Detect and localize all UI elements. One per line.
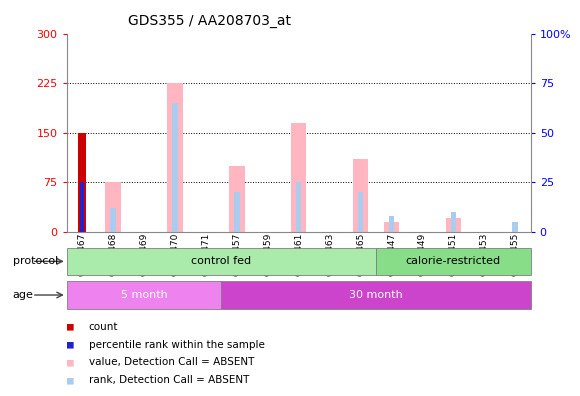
Text: ■: ■ <box>67 339 74 350</box>
Text: protocol: protocol <box>13 256 58 267</box>
Bar <box>291 123 306 232</box>
Bar <box>445 219 461 232</box>
Text: 5 month: 5 month <box>121 290 168 300</box>
Bar <box>389 216 394 232</box>
Text: calorie-restricted: calorie-restricted <box>406 256 501 267</box>
Bar <box>229 166 245 232</box>
Text: 30 month: 30 month <box>349 290 403 300</box>
Text: ■: ■ <box>67 357 74 367</box>
Text: GDS355 / AA208703_at: GDS355 / AA208703_at <box>128 14 291 28</box>
Bar <box>353 159 368 232</box>
Bar <box>67 248 376 275</box>
Bar <box>106 182 121 232</box>
Bar <box>296 182 302 232</box>
Text: ■: ■ <box>67 322 74 332</box>
Text: rank, Detection Call = ABSENT: rank, Detection Call = ABSENT <box>89 375 249 385</box>
Bar <box>451 212 456 232</box>
Bar <box>376 248 531 275</box>
Text: ■: ■ <box>67 375 74 385</box>
Text: control fed: control fed <box>191 256 251 267</box>
Bar <box>80 182 84 232</box>
Bar <box>167 83 183 232</box>
Text: percentile rank within the sample: percentile rank within the sample <box>89 339 264 350</box>
Bar <box>172 103 177 232</box>
Bar <box>67 281 222 309</box>
Bar <box>513 222 518 232</box>
Text: value, Detection Call = ABSENT: value, Detection Call = ABSENT <box>89 357 254 367</box>
Text: count: count <box>89 322 118 332</box>
Bar <box>384 222 399 232</box>
Text: age: age <box>13 290 34 300</box>
Bar <box>234 192 240 232</box>
Bar <box>110 208 116 232</box>
Bar <box>358 192 363 232</box>
Bar <box>222 281 531 309</box>
Bar <box>78 133 86 232</box>
